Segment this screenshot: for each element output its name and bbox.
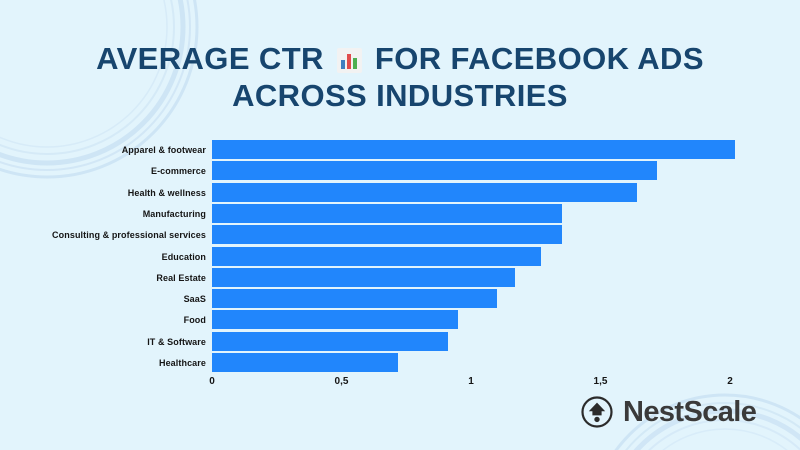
bar-e-commerce (212, 161, 658, 181)
category-label: Healthcare (158, 358, 206, 368)
category-label: Real Estate (156, 272, 206, 283)
x-axis-tick-label: 0 (209, 376, 215, 387)
category-label: Apparel & footwear (121, 145, 206, 155)
category-label: E-commerce (150, 166, 206, 177)
category-label: Food (183, 315, 206, 326)
category-label: SaaS (183, 294, 206, 305)
title-text-before-emoji: AVERAGE CTR (96, 41, 324, 76)
bar-manufacturing (212, 203, 562, 223)
bar-saas (212, 289, 497, 309)
bar-real-estate (212, 267, 516, 287)
bar-chart-emoji (336, 48, 362, 73)
nestscale-logo-text: NestScale (623, 395, 757, 428)
x-axis-tick-label: 1,5 (593, 376, 608, 387)
category-label: IT & Software (147, 336, 206, 347)
nestscale-logo: NestScale (580, 392, 757, 432)
title-line-1: AVERAGE CTR FOR FACEBOOK ADS (0, 40, 800, 77)
title-text-after-emoji: FOR FACEBOOK ADS (374, 41, 704, 76)
nestscale-logo-mark (581, 396, 613, 428)
x-axis-tick-label: 2 (727, 376, 733, 387)
category-label: Health & wellness (127, 187, 206, 198)
bar-consulting-professional-services (212, 225, 562, 245)
page-title: AVERAGE CTR FOR FACEBOOK ADS ACROSS INDU… (0, 40, 800, 114)
x-axis-tick-label: 0,5 (334, 376, 349, 387)
bar-it-software (212, 331, 448, 351)
bar-healthcare (212, 353, 399, 372)
bar-apparel-footwear (212, 140, 736, 159)
bar-health-wellness (212, 182, 637, 202)
bar-food (212, 310, 459, 330)
x-axis-tick-label: 1 (468, 376, 474, 387)
category-label: Education (161, 251, 206, 262)
category-label: Manufacturing (142, 208, 206, 219)
bar-education (212, 246, 541, 266)
category-label: Consulting & professional services (52, 230, 206, 241)
title-line-2: ACROSS INDUSTRIES (232, 78, 568, 113)
